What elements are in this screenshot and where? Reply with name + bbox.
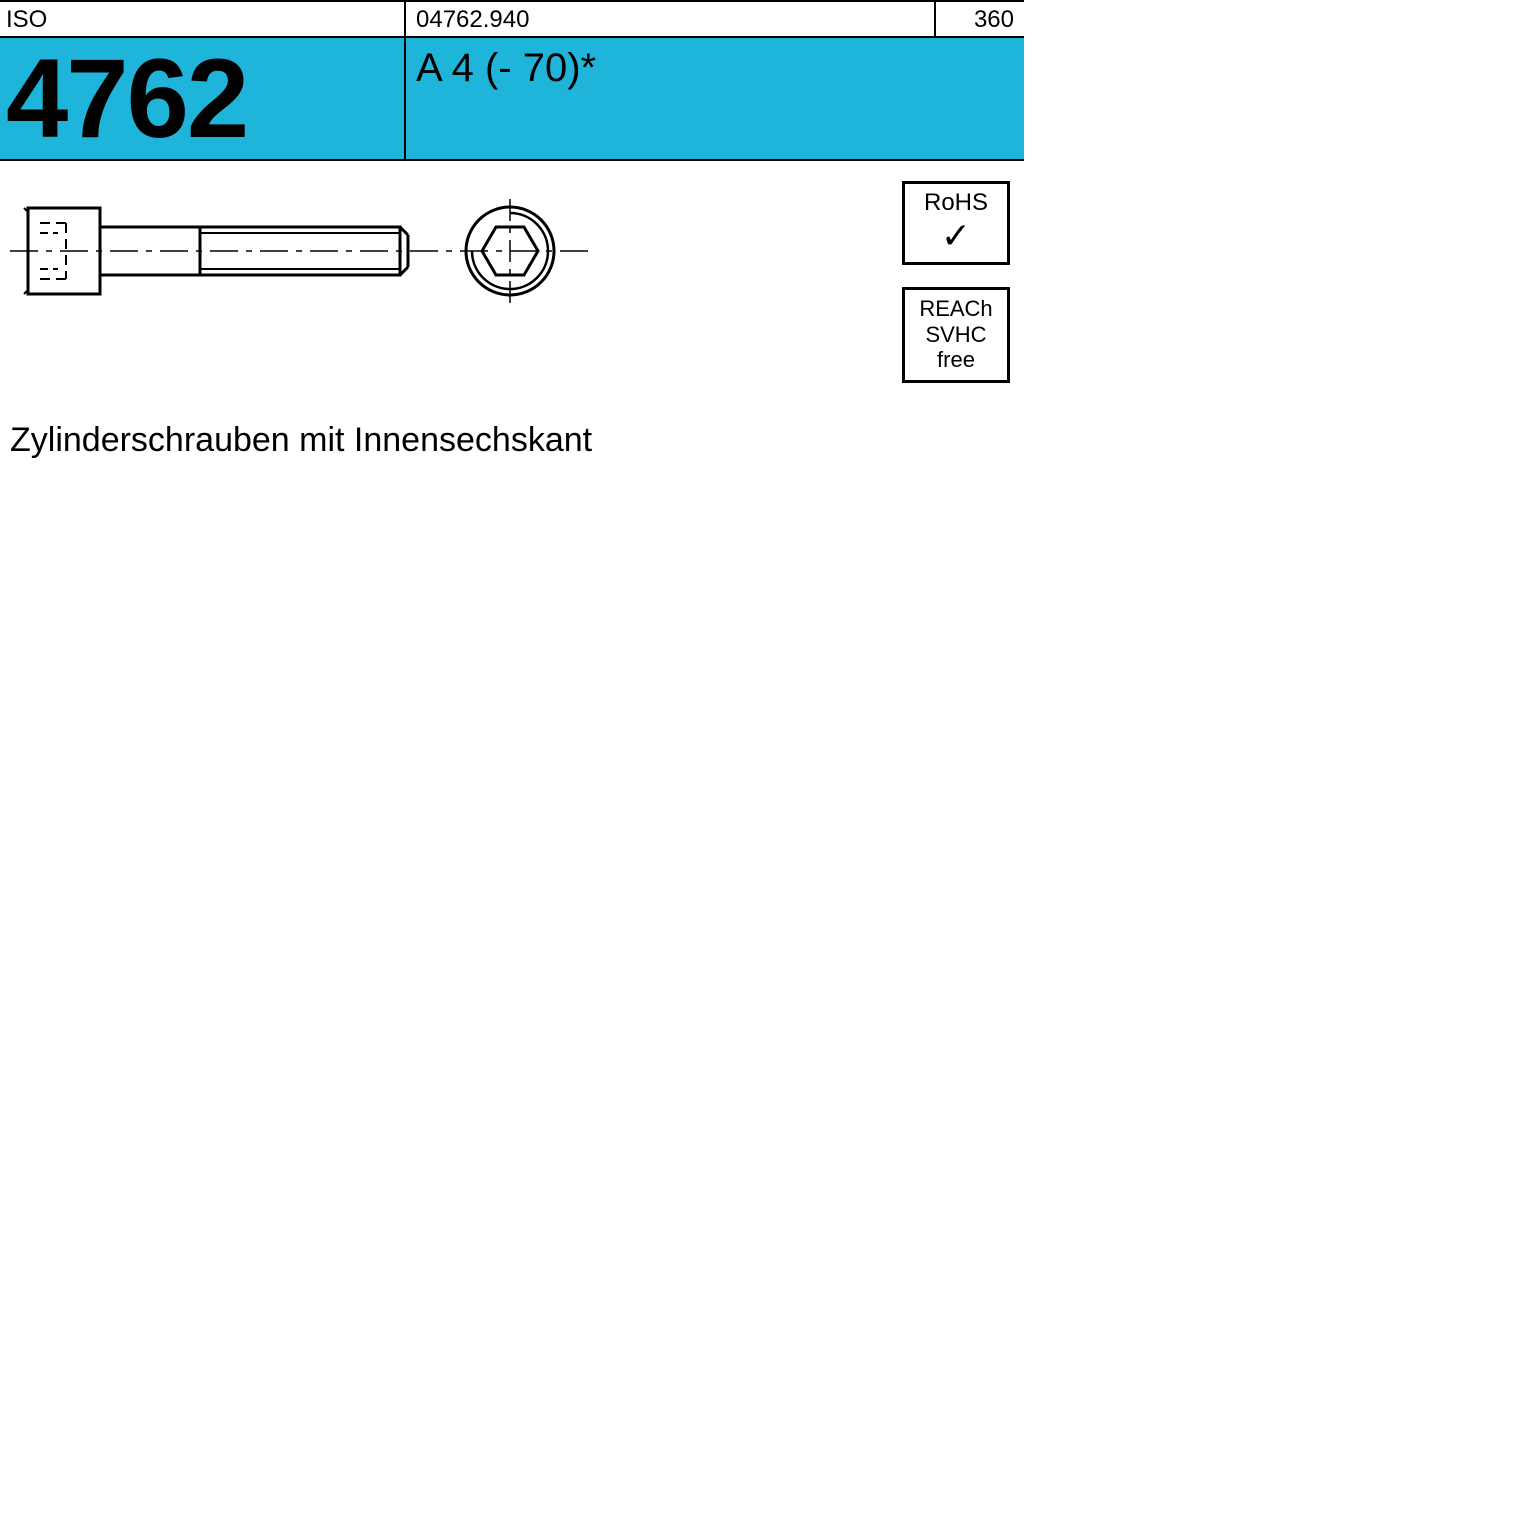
header-right-code: 360: [934, 2, 1024, 36]
diagram-area: RoHS ✓ REACh SVHC free: [0, 161, 1024, 421]
rohs-label: RoHS: [909, 190, 1003, 216]
product-spec-card: ISO 04762.940 360 4762 A 4 (- 70)*: [0, 0, 1024, 1024]
rohs-badge: RoHS ✓: [902, 181, 1010, 265]
check-icon: ✓: [909, 218, 1003, 254]
header-standard: ISO: [0, 2, 404, 36]
material-spec: A 4 (- 70)*: [416, 40, 1014, 91]
reach-line2: SVHC: [909, 322, 1003, 347]
header-article-number: 04762.940: [404, 2, 934, 36]
product-description: Zylinderschrauben mit Innensechskant: [10, 421, 1014, 460]
reach-badge: REACh SVHC free: [902, 287, 1010, 383]
reach-line1: REACh: [909, 296, 1003, 321]
iso-main-code: 4762: [2, 40, 394, 158]
reach-line3: free: [909, 347, 1003, 372]
title-band: 4762 A 4 (- 70)*: [0, 36, 1024, 161]
description-row: Zylinderschrauben mit Innensechskant: [0, 421, 1024, 460]
header-row: ISO 04762.940 360: [0, 0, 1024, 36]
screw-diagram: [10, 181, 610, 341]
